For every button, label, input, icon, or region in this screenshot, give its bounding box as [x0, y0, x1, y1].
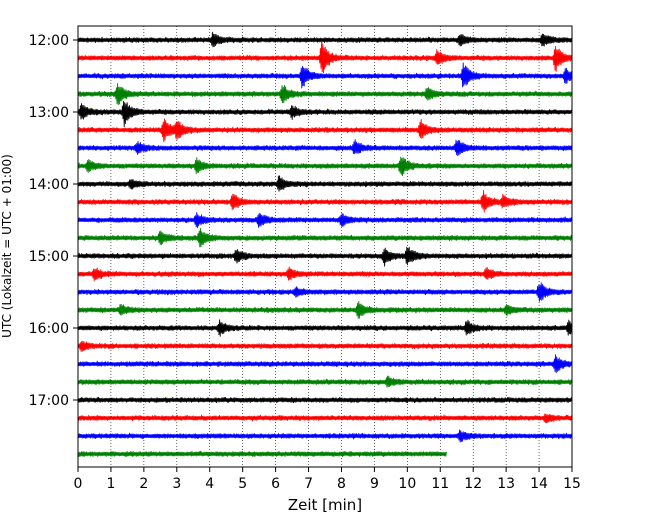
- x-tick-label: 11: [431, 476, 449, 492]
- seismic-traces: [77, 31, 573, 458]
- x-axis-label: Zeit [min]: [288, 496, 362, 514]
- trace-line: [77, 212, 573, 229]
- x-tick-label: 9: [370, 476, 379, 492]
- trace-line: [77, 300, 573, 319]
- x-tick-label: 8: [337, 476, 346, 492]
- y-tick-label: 15:00: [29, 249, 69, 265]
- trace-line: [77, 118, 573, 143]
- trace-line: [77, 139, 573, 157]
- trace-line: [77, 190, 573, 213]
- trace-line: [77, 266, 573, 282]
- x-tick-label: 3: [172, 476, 181, 492]
- y-axis-ticks: 12:00 13:00 14:00 15:00 16:00 17:00: [29, 33, 78, 409]
- x-tick-label: 0: [74, 476, 83, 492]
- trace-line: [77, 319, 573, 337]
- plot-frame: [77, 25, 573, 468]
- x-tick-label: 5: [238, 476, 247, 492]
- trace-line: [77, 227, 573, 248]
- trace-line: [77, 354, 573, 374]
- y-axis-label: UTC (Lokalzeit = UTC + 01:00): [0, 154, 14, 338]
- trace-line: [77, 156, 573, 177]
- x-tick-label: 4: [205, 476, 214, 492]
- trace-line: [77, 429, 573, 443]
- x-tick-label: 13: [497, 476, 515, 492]
- trace-line: [77, 450, 447, 458]
- x-tick-label: 15: [563, 476, 581, 492]
- trace-line: [77, 375, 573, 388]
- trace-line: [77, 413, 573, 424]
- y-tick-label: 17:00: [29, 393, 69, 409]
- x-axis-ticks: 0 1 2 3 4 5 6 7 8 9 10 11 12 13 14 15: [74, 467, 581, 492]
- x-tick-label: 7: [304, 476, 313, 492]
- trace-line: [77, 41, 573, 74]
- trace-line: [77, 340, 573, 352]
- y-tick-label: 14:00: [29, 177, 69, 193]
- trace-line: [77, 175, 573, 192]
- x-tick-label: 2: [139, 476, 148, 492]
- y-tick-label: 16:00: [29, 321, 69, 337]
- trace-line: [77, 101, 573, 128]
- x-tick-label: 6: [271, 476, 280, 492]
- trace-line: [77, 83, 573, 106]
- x-tick-label: 10: [398, 476, 416, 492]
- trace-line: [77, 31, 573, 48]
- x-tick-label: 12: [464, 476, 482, 492]
- y-tick-label: 12:00: [29, 33, 69, 49]
- trace-line: [77, 282, 573, 302]
- trace-line: [77, 246, 573, 267]
- trace-line: [77, 396, 573, 404]
- x-tick-label: 1: [106, 476, 115, 492]
- trace-line: [77, 62, 573, 89]
- x-tick-label: 14: [530, 476, 548, 492]
- y-tick-label: 13:00: [29, 105, 69, 121]
